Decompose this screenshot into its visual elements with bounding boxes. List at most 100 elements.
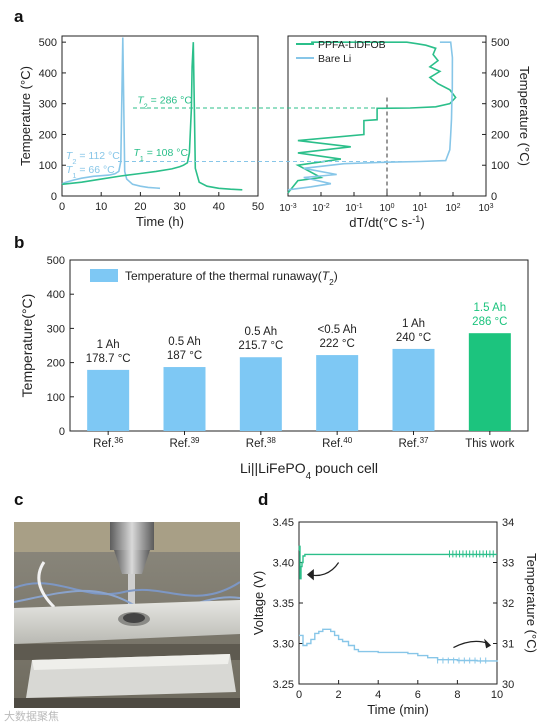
d-ytick-left-label: 3.35 bbox=[273, 598, 294, 610]
d-series-voltage bbox=[298, 545, 497, 580]
b-legend-swatch bbox=[90, 269, 118, 282]
a-left-frame bbox=[61, 35, 259, 197]
panel-label-a: a bbox=[14, 7, 24, 26]
d-ytick-right-label: 32 bbox=[502, 598, 514, 610]
d-ylabel-left: Voltage (V) bbox=[251, 571, 266, 635]
a-right-xtick-label: 101 bbox=[412, 203, 427, 215]
b-bar-label-capacity: 1.5 Ah bbox=[474, 302, 507, 314]
d-series-temperature bbox=[299, 628, 498, 662]
a-left-xtick-label: 10 bbox=[95, 201, 107, 213]
b-bar-label-temperature: 215.7 °C bbox=[238, 340, 283, 352]
a-left-series-ppfa-lidfob bbox=[61, 42, 243, 191]
b-frame bbox=[69, 259, 529, 432]
d-frame bbox=[298, 521, 498, 685]
a-left-annotation: T2 = 112 °C bbox=[66, 150, 120, 166]
a-left-ytick-label: 400 bbox=[39, 68, 57, 80]
b-bar bbox=[392, 348, 435, 431]
panel-d: 0 2 4 6 8 10 3.25 3.30 3.35 3.40 3.45 30 31 32 33 34 Tim… bbox=[251, 517, 539, 717]
a-right-ylabel: Temperature (°C) bbox=[517, 66, 532, 166]
a-left-annotation: T1 = 108 °C bbox=[133, 147, 188, 163]
d-arrow-temperature-head bbox=[484, 638, 492, 649]
a-left-annotation: T1 = 66 °C bbox=[66, 164, 115, 180]
b-bar-label-capacity: 0.5 Ah bbox=[168, 336, 201, 348]
a-left-xtick-label: 20 bbox=[134, 201, 146, 213]
a-left-xlabel: Time (h) bbox=[136, 214, 184, 229]
a-right-xtick-label: 10-1 bbox=[345, 203, 362, 215]
a-left-ytick-label: 0 bbox=[51, 191, 57, 203]
d-ytick-right-label: 31 bbox=[502, 639, 514, 651]
a-right-legend-label: Bare Li bbox=[318, 53, 351, 65]
a-right-xtick-label: 102 bbox=[445, 203, 460, 215]
b-bar-label-capacity: 1 Ah bbox=[97, 339, 120, 351]
b-category-label: Ref.37 bbox=[398, 436, 429, 451]
a-left-ytick-label: 500 bbox=[39, 37, 57, 49]
a-left-xtick-label: 30 bbox=[173, 201, 185, 213]
b-xlabel: Li||LiFePO4 pouch cell bbox=[240, 460, 378, 482]
b-bar bbox=[316, 355, 359, 431]
a-right-series-bare-li bbox=[287, 41, 454, 191]
a-left-ytick-label: 200 bbox=[39, 129, 57, 141]
a-right-ytick-label: 400 bbox=[491, 68, 509, 80]
d-xtick-label: 10 bbox=[491, 689, 503, 701]
d-xtick-label: 8 bbox=[454, 689, 460, 701]
b-bar-label-temperature: 286 °C bbox=[472, 316, 507, 328]
b-category-label: This work bbox=[465, 438, 514, 450]
a-right-xtick-label: 10-2 bbox=[312, 203, 329, 215]
b-category-label: Ref.39 bbox=[169, 436, 200, 451]
panel-label-c: c bbox=[14, 490, 23, 509]
d-arrow-temperature bbox=[453, 640, 489, 649]
a-right-xlabel: dT/dt(°C s--1) bbox=[349, 214, 424, 230]
d-ytick-right-label: 30 bbox=[502, 679, 514, 691]
a-left-xtick-label: 40 bbox=[213, 201, 225, 213]
b-bar bbox=[239, 357, 282, 431]
a-left-ytick-label: 300 bbox=[39, 99, 57, 111]
a-right-ytick-label: 100 bbox=[491, 160, 509, 172]
b-ytick-label: 200 bbox=[47, 358, 65, 370]
b-ytick-label: 300 bbox=[47, 323, 65, 335]
b-category-label: Ref.36 bbox=[93, 436, 124, 451]
b-bar-label-temperature: 178.7 °C bbox=[86, 353, 131, 365]
a-left-xtick-label: 0 bbox=[59, 201, 65, 213]
d-ytick-left-label: 3.30 bbox=[273, 639, 294, 651]
b-ytick-label: 0 bbox=[59, 426, 65, 438]
d-ytick-left-label: 3.40 bbox=[273, 558, 294, 570]
a-left-ytick-label: 100 bbox=[39, 160, 57, 172]
d-xtick-label: 6 bbox=[415, 689, 421, 701]
b-bar-label-capacity: 0.5 Ah bbox=[245, 326, 278, 338]
d-ylabel-right: Temperature (°C) bbox=[524, 553, 539, 653]
a-left-ylabel: Temperature (°C) bbox=[18, 66, 33, 166]
a-right-legend-label: PPFA-LiDFOB bbox=[318, 39, 386, 51]
b-bar bbox=[468, 333, 511, 431]
b-ytick-label: 400 bbox=[47, 289, 65, 301]
b-bar-label-temperature: 187 °C bbox=[167, 350, 202, 362]
b-bar-label-capacity: <0.5 Ah bbox=[317, 324, 356, 336]
b-bar-label-temperature: 240 °C bbox=[396, 332, 431, 344]
panel-label-d: d bbox=[258, 490, 268, 509]
d-xtick-label: 0 bbox=[296, 689, 302, 701]
d-ytick-right-label: 34 bbox=[502, 517, 514, 529]
b-bar bbox=[163, 367, 206, 431]
b-category-label: Ref.40 bbox=[322, 436, 353, 451]
watermark: 大数据聚焦 bbox=[4, 711, 59, 723]
a-right-xtick-label: 10-3 bbox=[279, 203, 296, 215]
b-category-label: Ref.38 bbox=[246, 436, 277, 451]
a-right-xtick-label: 100 bbox=[379, 203, 394, 215]
panel-label-b: b bbox=[14, 233, 24, 252]
a-right-xtick-label: 103 bbox=[478, 203, 493, 215]
panel-b: 0 100 200 300 400 500 Temperature(°C) Ref.36 1 A… bbox=[19, 255, 529, 482]
a-right-ytick-label: 200 bbox=[491, 129, 509, 141]
d-xtick-label: 2 bbox=[336, 689, 342, 701]
a-left-annotation: T2 = 286 °C bbox=[137, 95, 192, 111]
d-xlabel: Time (min) bbox=[367, 702, 429, 717]
a-right-series-ppfa-lidfob bbox=[287, 41, 457, 194]
a-left-xtick-label: 50 bbox=[252, 201, 264, 213]
d-arrow-voltage-head bbox=[306, 568, 314, 581]
nail-penetration-photo bbox=[14, 522, 240, 708]
b-ylabel: Temperature(°C) bbox=[19, 294, 35, 398]
a-right-ytick-label: 0 bbox=[491, 191, 497, 203]
d-ytick-left-label: 3.25 bbox=[273, 679, 294, 691]
b-bar-label-capacity: 1 Ah bbox=[402, 318, 425, 330]
a-right-ytick-label: 300 bbox=[491, 99, 509, 111]
